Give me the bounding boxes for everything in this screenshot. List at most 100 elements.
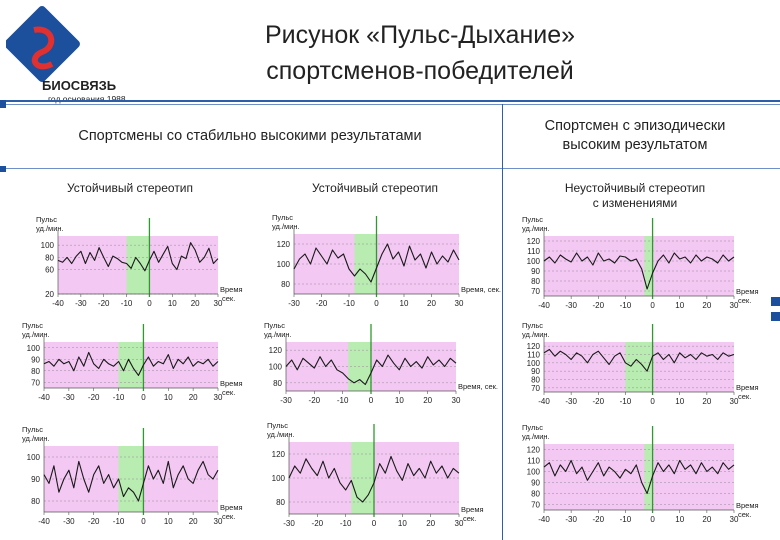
y-tick-label: 90 [31, 355, 40, 364]
y-tick-label: 90 [531, 367, 540, 376]
x-tick-label: -40 [538, 397, 550, 406]
x-axis-label: Время, сек. [461, 285, 501, 294]
x-tick-label: -40 [38, 517, 50, 526]
x-tick-label: 0 [372, 519, 377, 528]
x-tick-label: 20 [427, 299, 436, 308]
x-axis-label: Время, сек. [458, 382, 498, 391]
x-tick-label: -30 [75, 299, 87, 308]
square-icon [771, 297, 780, 306]
header-episodic-line2: высоким результатом [562, 137, 708, 153]
y-tick-label: 110 [527, 457, 540, 466]
x-tick-label: -30 [63, 517, 75, 526]
y-tick-label: 80 [31, 497, 40, 506]
y-tick-label: 70 [531, 287, 540, 296]
y-axis-label: Пульс [272, 213, 293, 222]
y-tick-label: 120 [527, 237, 541, 246]
x-axis-label: сек. [222, 388, 235, 397]
x-tick-label: 10 [675, 515, 684, 524]
y-tick-label: 70 [531, 384, 540, 393]
y-tick-label: 120 [527, 446, 541, 455]
x-tick-label: 30 [214, 299, 223, 308]
x-tick-label: -20 [316, 299, 328, 308]
pulse-series-line [293, 243, 460, 283]
x-tick-label: 10 [395, 396, 404, 405]
col3-header-line1: Неустойчивый стереотип [564, 181, 706, 195]
header-stable: Спортсмены со стабильно высокими результ… [78, 128, 422, 144]
logo-swirl-icon [31, 26, 55, 70]
x-tick-label: -20 [88, 517, 100, 526]
green-zone [644, 444, 653, 510]
y-tick-label: 120 [277, 240, 291, 249]
x-tick-label: 0 [650, 301, 655, 310]
x-axis-label: сек. [738, 510, 751, 519]
x-tick-label: 10 [675, 301, 684, 310]
logo-diamond-icon [6, 6, 80, 82]
pulse-chart-1: 20 60 80 100 -40 -30 -20 -10 0 10 20 30 Пульсуд./мин… [36, 215, 243, 308]
x-axis-label: Время [736, 501, 759, 510]
y-tick-label: 80 [273, 379, 282, 388]
x-tick-label: 30 [214, 393, 223, 402]
y-tick-label: 60 [45, 266, 54, 275]
y-tick-label: 100 [527, 468, 541, 477]
x-axis-label: сек. [738, 392, 751, 401]
y-tick-label: 80 [45, 253, 54, 262]
y-axis-label: уд./мин. [36, 224, 64, 233]
y-axis-label: уд./мин. [22, 330, 50, 339]
x-tick-label: 0 [650, 397, 655, 406]
pulse-series-line [57, 242, 219, 272]
square-icon [771, 312, 780, 321]
y-tick-label: 100 [527, 359, 541, 368]
y-tick-label: 120 [527, 342, 541, 351]
x-tick-label: -40 [538, 515, 550, 524]
y-axis-label: Пульс [267, 421, 288, 430]
x-tick-label: 20 [191, 299, 200, 308]
y-tick-label: 80 [276, 498, 285, 507]
logo-founded: год основания 1988 [48, 94, 126, 104]
col3-header-line2: с изменениями [592, 196, 678, 210]
x-tick-label: -20 [593, 397, 605, 406]
x-tick-label: -10 [620, 301, 632, 310]
x-tick-label: -40 [52, 299, 64, 308]
y-axis-label: Пульс [522, 423, 543, 432]
logo: БИОСВЯЗЬ год основания 1988 [6, 6, 126, 104]
x-tick-label: 30 [455, 519, 464, 528]
x-tick-label: -30 [565, 301, 577, 310]
y-axis-label: уд./мин. [267, 430, 295, 439]
x-tick-label: 30 [730, 397, 739, 406]
y-tick-label: 100 [27, 453, 41, 462]
x-tick-label: 0 [141, 517, 146, 526]
x-tick-label: 0 [147, 299, 152, 308]
page-title-line2: спортсменов-победителей [266, 57, 574, 85]
x-tick-label: -20 [593, 301, 605, 310]
x-tick-label: -20 [312, 519, 324, 528]
x-tick-label: -10 [121, 299, 133, 308]
x-tick-label: -30 [283, 519, 295, 528]
x-tick-label: 10 [400, 299, 409, 308]
y-tick-label: 80 [31, 367, 40, 376]
x-axis-label: Время [220, 379, 243, 388]
edge-block [0, 100, 6, 108]
y-tick-label: 80 [531, 490, 540, 499]
x-tick-label: -30 [288, 299, 300, 308]
x-axis-label: сек. [463, 514, 476, 523]
x-tick-label: -10 [620, 397, 632, 406]
plot-area [544, 444, 734, 510]
x-tick-label: -20 [88, 393, 100, 402]
x-tick-label: 0 [374, 299, 379, 308]
x-axis-label: Время [220, 503, 243, 512]
y-tick-label: 120 [269, 346, 283, 355]
x-tick-label: 30 [455, 299, 464, 308]
green-zone [126, 236, 150, 294]
x-axis-label: сек. [738, 296, 751, 305]
y-tick-label: 90 [531, 267, 540, 276]
logo-brand: БИОСВЯЗЬ [42, 78, 116, 93]
divider-top [0, 100, 780, 102]
green-zone [625, 342, 653, 392]
y-tick-label: 20 [45, 290, 54, 299]
y-axis-label: уд./мин. [272, 222, 300, 231]
x-axis-label: Время [736, 287, 759, 296]
